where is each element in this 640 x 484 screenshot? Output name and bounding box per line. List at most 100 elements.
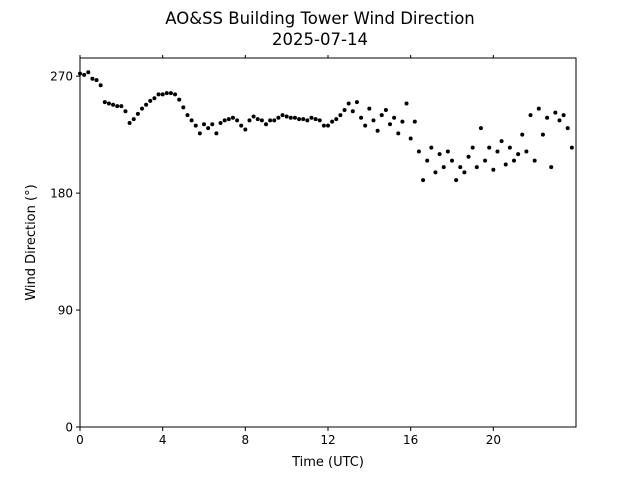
data-point [210,122,215,127]
scatter-points [78,70,574,183]
data-point [499,139,504,144]
data-point [383,107,388,112]
data-point [164,91,169,96]
data-point [458,165,463,170]
data-point [561,113,566,118]
data-point [115,104,120,109]
data-point [197,131,202,136]
data-point [313,117,318,122]
data-point [536,106,541,111]
data-point [326,123,330,128]
data-point [421,178,426,183]
data-point [226,117,231,122]
data-point [429,145,434,150]
data-point [540,132,545,137]
data-point [206,126,211,131]
data-point [230,115,235,120]
data-point [102,100,107,105]
data-point [177,97,182,102]
data-point [309,115,314,120]
data-point [528,113,533,118]
y-tick-label: 0 [65,421,73,435]
data-point [305,118,310,123]
data-point [280,113,285,118]
x-axis: 0 4 8 12 16 20 [76,55,501,447]
data-point [297,117,302,122]
data-point [441,165,446,170]
data-point [379,113,384,118]
data-point [334,117,339,122]
data-point [545,115,550,120]
data-point [507,145,512,150]
data-point [276,115,281,120]
data-point [127,120,132,125]
x-tick-label: 16 [403,433,418,447]
data-point [214,131,219,136]
data-point [202,122,206,127]
y-tick-label: 90 [58,304,73,318]
data-point [247,118,252,123]
data-point [330,119,335,124]
data-point [251,114,256,119]
data-point [367,106,372,111]
x-tick-label: 4 [159,433,167,447]
data-point [462,170,467,175]
data-point [317,118,322,123]
y-tick-label: 270 [50,70,73,84]
x-tick-label: 20 [486,433,501,447]
data-point [569,145,574,150]
data-point [86,70,91,75]
data-point [483,158,488,163]
data-point [94,78,99,83]
data-point [268,118,273,123]
data-point [524,149,529,154]
data-point [235,118,240,123]
data-point [553,110,558,115]
data-point [495,149,500,154]
data-point [520,132,525,137]
data-point [140,106,144,111]
x-tick-label: 12 [320,433,335,447]
data-point [404,101,409,106]
data-point [416,149,421,154]
data-point [359,115,364,120]
data-point [264,122,268,127]
data-point [549,165,554,170]
data-point [98,83,103,88]
data-point [222,118,227,123]
x-axis-label: Time (UTC) [291,455,364,470]
data-point [82,72,87,77]
data-point [292,115,297,120]
data-point [392,115,397,120]
data-point [450,158,454,163]
data-point [516,152,521,157]
data-point [189,118,194,123]
data-point [255,117,260,122]
data-point [288,115,293,120]
data-point [106,101,111,106]
y-axis-label: Wind Direction (°) [24,184,39,300]
data-point [193,123,198,128]
chart-subtitle: 2025-07-14 [272,30,368,49]
data-point [396,131,401,136]
data-point [152,96,157,101]
data-point [160,92,165,97]
data-point [350,109,355,114]
data-point [168,91,173,96]
data-point [412,119,417,124]
data-point [131,117,136,122]
data-point [437,152,442,157]
plot-frame [79,57,577,428]
data-point [243,127,248,132]
data-point [503,162,508,167]
data-point [354,100,359,105]
data-point [119,104,124,109]
data-point [90,76,95,81]
data-point [181,105,186,110]
data-point [272,118,277,123]
data-point [400,119,405,124]
data-point [470,145,475,150]
data-point [123,109,128,114]
data-point [111,102,116,107]
data-point [478,126,483,131]
